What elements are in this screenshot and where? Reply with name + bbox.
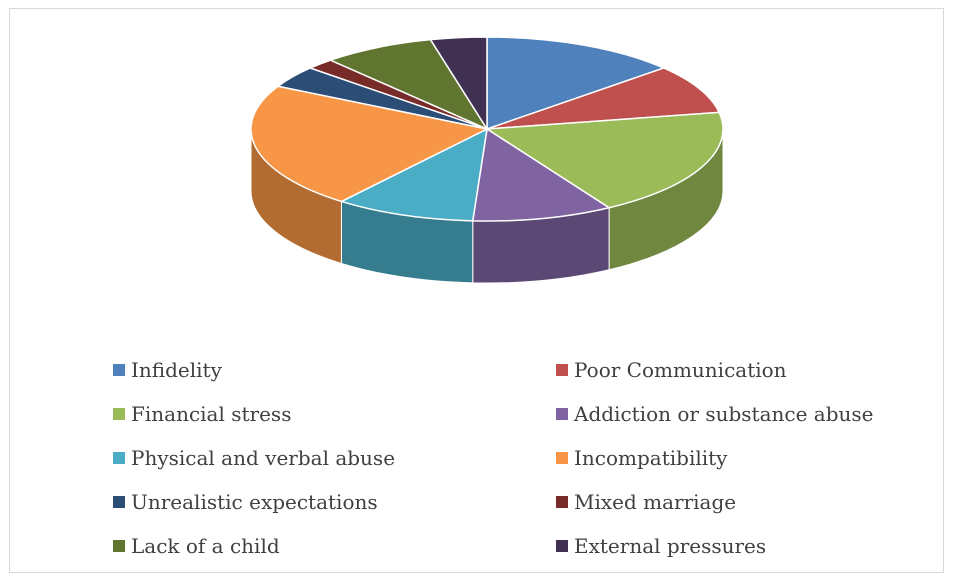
pie-slice-infidelity <box>486 36 666 131</box>
legend-item: Unrealistic expectations <box>113 490 378 514</box>
legend-label: Incompatibility <box>574 446 728 470</box>
legend-item: Poor Communication <box>556 358 787 382</box>
legend-swatch <box>113 452 125 464</box>
pie-slice-lack-of-a-child <box>328 38 489 131</box>
chart-frame: Infidelity Poor Communication Financial st… <box>9 8 944 573</box>
legend-item: External pressures <box>556 534 766 558</box>
legend-swatch <box>556 364 568 376</box>
legend-swatch <box>113 364 125 376</box>
legend-label: Poor Communication <box>574 358 787 382</box>
pie-slice-poor-communication <box>486 67 721 130</box>
pie-top-faces <box>250 36 724 222</box>
legend-swatch <box>556 452 568 464</box>
pie-chart <box>250 36 724 284</box>
legend-label: External pressures <box>574 534 767 558</box>
pie-side-walls <box>250 128 724 284</box>
legend-label: Physical and verbal abuse <box>131 446 396 470</box>
pie-slice-external-pressures <box>429 36 488 132</box>
legend-swatch <box>113 540 125 552</box>
legend-swatch <box>113 408 125 420</box>
legend-swatch <box>113 496 125 508</box>
legend-item: Lack of a child <box>113 534 280 558</box>
legend-label: Financial stress <box>131 402 292 426</box>
legend-item: Incompatibility <box>556 446 727 470</box>
legend-item: Infidelity <box>113 358 222 382</box>
legend-swatch <box>556 540 568 552</box>
legend-swatch <box>556 496 568 508</box>
legend-label: Unrealistic expectations <box>131 490 378 514</box>
legend-label: Infidelity <box>131 358 222 382</box>
pie-slice-financial-stress <box>484 111 724 209</box>
legend-item: Financial stress <box>113 402 291 426</box>
legend-item: Physical and verbal abuse <box>113 446 395 470</box>
pie-slice-addiction-or-substance-abuse <box>471 127 611 222</box>
legend-label: Mixed marriage <box>574 490 737 514</box>
pie-slice-physical-and-verbal-abuse <box>339 127 488 222</box>
legend-label: Addiction or substance abuse <box>574 402 874 426</box>
legend-label: Lack of a child <box>131 534 280 558</box>
pie-slice-incompatibility <box>250 85 490 203</box>
legend-swatch <box>556 408 568 420</box>
legend-item: Mixed marriage <box>556 490 736 514</box>
legend-item: Addiction or substance abuse <box>556 402 873 426</box>
